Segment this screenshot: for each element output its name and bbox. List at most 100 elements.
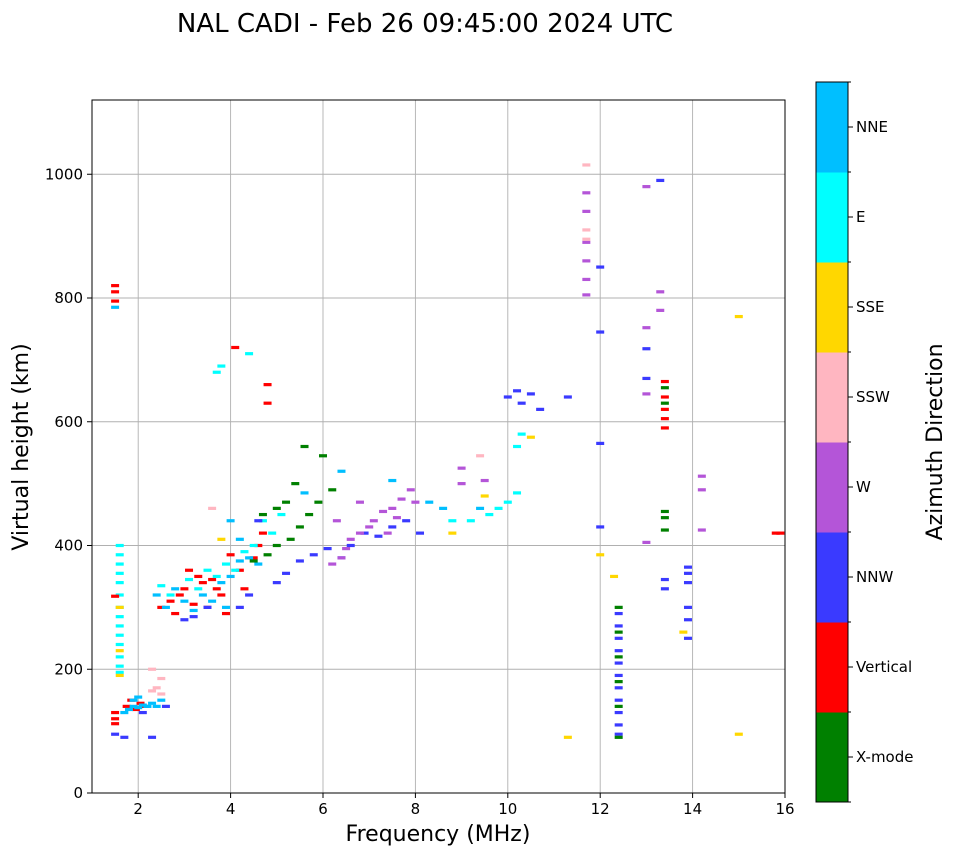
echo-point xyxy=(697,528,706,532)
echo-point xyxy=(221,605,230,609)
echo-point xyxy=(563,735,572,739)
echo-point xyxy=(221,611,230,616)
colorbar: X-mode Vertical NNW W SSW SSE E NNE xyxy=(815,81,913,803)
echo-point xyxy=(513,444,522,449)
data-series xyxy=(328,185,706,566)
echo-point xyxy=(148,735,157,739)
y-tick-label: 0 xyxy=(73,784,83,802)
echo-point xyxy=(411,500,420,504)
colorbar-segment xyxy=(816,172,848,263)
echo-point xyxy=(240,550,249,554)
echo-point xyxy=(235,559,244,563)
echo-point xyxy=(383,531,392,535)
echo-point xyxy=(217,364,226,368)
echo-point xyxy=(115,605,124,609)
echo-point xyxy=(157,698,166,702)
echo-point xyxy=(305,512,314,517)
echo-point xyxy=(180,599,189,603)
colorbar-segment xyxy=(816,712,848,803)
echo-point xyxy=(679,630,688,634)
data-series xyxy=(157,345,272,616)
echo-point xyxy=(115,649,124,653)
echo-point xyxy=(129,698,138,702)
echo-point xyxy=(683,581,692,585)
echo-point xyxy=(466,519,475,523)
x-tick-label: 10 xyxy=(498,800,517,818)
colorbar-segment xyxy=(816,622,848,713)
echo-point xyxy=(111,710,120,715)
echo-point xyxy=(203,568,212,572)
echo-point xyxy=(300,491,309,495)
echo-point xyxy=(614,630,623,634)
data-series xyxy=(771,531,785,535)
echo-point xyxy=(115,562,124,566)
echo-point xyxy=(194,587,203,591)
y-tick-label: 800 xyxy=(54,289,83,307)
echo-point xyxy=(258,512,267,517)
data-series xyxy=(115,605,124,678)
echo-point xyxy=(143,704,152,708)
colorbar-segment xyxy=(816,262,848,353)
echo-point xyxy=(457,482,466,486)
echo-point xyxy=(115,543,124,548)
echo-point xyxy=(240,587,249,591)
echo-point xyxy=(212,370,221,374)
echo-point xyxy=(189,615,198,619)
echo-point xyxy=(300,444,309,449)
echo-point xyxy=(503,395,512,399)
echo-point xyxy=(660,426,669,430)
echo-point xyxy=(660,379,669,384)
echo-point xyxy=(161,704,170,708)
colorbar-segment xyxy=(816,82,848,173)
echo-point xyxy=(582,209,591,213)
x-tick-label: 16 xyxy=(775,800,794,818)
echo-point xyxy=(656,178,665,183)
echo-point xyxy=(337,556,346,560)
data-series xyxy=(660,386,669,532)
echo-point xyxy=(526,435,535,439)
plot-background xyxy=(92,100,785,793)
echo-point xyxy=(328,562,337,566)
y-axis-label: Virtual height (km) xyxy=(9,343,34,550)
echo-point xyxy=(734,732,743,736)
echo-point xyxy=(157,676,166,681)
echo-point xyxy=(171,611,180,616)
echo-point xyxy=(365,525,374,529)
echo-point xyxy=(582,228,591,232)
echo-point xyxy=(166,599,175,603)
data-series xyxy=(208,163,591,510)
echo-point xyxy=(131,707,140,712)
echo-point xyxy=(360,531,369,535)
x-tick-label: 4 xyxy=(226,800,236,818)
echo-point xyxy=(208,599,217,603)
data-series xyxy=(115,543,124,674)
echo-point xyxy=(614,704,623,708)
colorbar-segment xyxy=(816,532,848,623)
echo-point xyxy=(185,568,194,572)
echo-point xyxy=(388,478,397,483)
echo-point xyxy=(614,710,623,715)
echo-point xyxy=(448,531,457,535)
echo-point xyxy=(295,559,304,563)
echo-point xyxy=(122,704,131,708)
echo-point xyxy=(115,553,124,557)
data-series xyxy=(152,469,485,613)
echo-point xyxy=(226,574,235,579)
echo-point xyxy=(319,454,327,458)
echo-point xyxy=(111,722,120,726)
echo-point xyxy=(596,265,605,269)
echo-point xyxy=(582,240,591,244)
echo-point xyxy=(346,537,355,541)
colorbar-tick-label: Vertical xyxy=(856,658,912,676)
echo-point xyxy=(660,401,669,405)
data-series xyxy=(217,314,743,739)
chart-title: NAL CADI - Feb 26 09:45:00 2024 UTC xyxy=(177,9,673,39)
echo-point xyxy=(212,587,221,591)
echo-point xyxy=(476,454,485,458)
echo-point xyxy=(439,506,448,510)
echo-point xyxy=(734,314,743,319)
echo-point xyxy=(208,577,217,582)
echo-point xyxy=(771,531,780,535)
data-series xyxy=(249,444,337,563)
colorbar-tick-label: W xyxy=(856,478,871,496)
